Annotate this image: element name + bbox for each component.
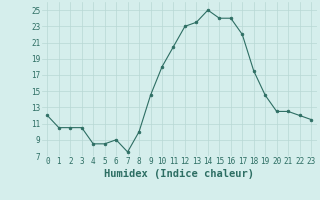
X-axis label: Humidex (Indice chaleur): Humidex (Indice chaleur) (104, 169, 254, 179)
